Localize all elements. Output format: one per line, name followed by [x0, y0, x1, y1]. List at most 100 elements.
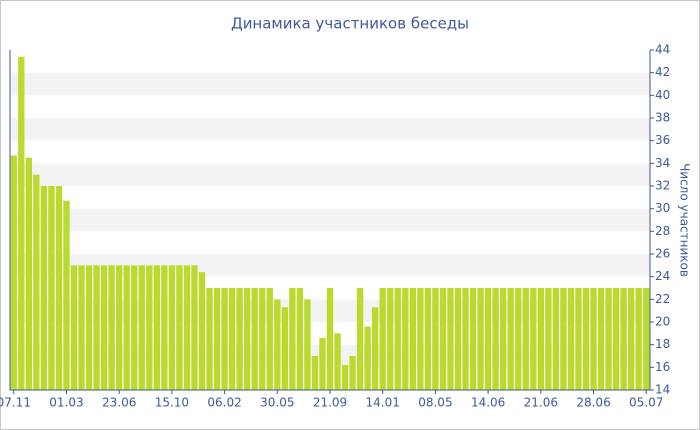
- x-tick-label: 30.05: [260, 396, 294, 410]
- bar: [379, 288, 386, 390]
- bar: [447, 288, 454, 390]
- bar: [146, 265, 153, 390]
- y-tick-label: 36: [655, 133, 670, 147]
- bar: [93, 265, 100, 390]
- x-tick-label: 14.06: [471, 396, 505, 410]
- bar: [484, 288, 492, 390]
- bar: [409, 288, 416, 390]
- bar: [10, 155, 17, 390]
- y-tick-label: 38: [655, 111, 670, 125]
- bar: [492, 288, 499, 390]
- bar: [131, 265, 138, 390]
- bar: [462, 288, 469, 390]
- y-axis-label: Число участников: [678, 163, 692, 277]
- bar: [311, 356, 319, 390]
- bar: [266, 288, 273, 390]
- bar: [78, 265, 85, 390]
- bar: [545, 288, 552, 390]
- bar: [620, 288, 627, 390]
- bar: [394, 288, 401, 390]
- y-tick-label: 32: [655, 179, 670, 193]
- bar: [191, 265, 198, 390]
- x-tick-label: 14.01: [366, 396, 400, 410]
- grid-band: [10, 118, 650, 141]
- bar: [349, 356, 356, 390]
- bar: [228, 288, 236, 390]
- y-tick-label: 18: [655, 337, 670, 351]
- y-tick-label: 34: [655, 156, 670, 170]
- y-tick-label: 24: [655, 269, 670, 283]
- bar: [85, 265, 93, 390]
- bar: [507, 288, 514, 390]
- bar: [477, 288, 484, 390]
- bar: [100, 265, 108, 390]
- bar: [424, 288, 432, 390]
- bar: [55, 186, 63, 390]
- bar: [364, 326, 371, 390]
- y-tick-label: 44: [655, 43, 670, 57]
- bar: [319, 337, 326, 390]
- bar: [304, 299, 311, 390]
- x-tick-label: 08.05: [418, 396, 452, 410]
- bar: [530, 288, 537, 390]
- x-tick-label: 01.03: [49, 396, 83, 410]
- y-tick-label: 20: [655, 315, 670, 329]
- bar: [176, 265, 183, 390]
- bar: [628, 288, 635, 390]
- bar: [439, 288, 447, 390]
- bar: [108, 265, 115, 390]
- bar: [605, 288, 612, 390]
- bar: [387, 288, 394, 390]
- bar: [515, 288, 522, 390]
- bar: [281, 307, 288, 390]
- chart-title: Динамика участников беседы: [231, 15, 469, 33]
- bar: [432, 288, 439, 390]
- grid-band: [10, 163, 650, 186]
- bar: [259, 288, 266, 390]
- bar: [341, 365, 349, 390]
- y-tick-label: 16: [655, 360, 670, 374]
- x-tick-label: 07.11: [0, 396, 31, 410]
- bar: [198, 272, 206, 390]
- bar: [500, 288, 507, 390]
- bar: [590, 288, 597, 390]
- bar: [469, 288, 477, 390]
- bar: [40, 186, 48, 390]
- bar: [221, 288, 228, 390]
- bar: [213, 288, 221, 390]
- bar: [612, 288, 620, 390]
- bar: [138, 265, 145, 390]
- bar: [643, 288, 650, 390]
- bar: [326, 288, 334, 390]
- bar: [417, 288, 424, 390]
- bar: [454, 288, 462, 390]
- y-tick-label: 40: [655, 88, 670, 102]
- x-tick-label: 21.09: [313, 396, 347, 410]
- x-tick-label: 21.06: [524, 396, 558, 410]
- y-tick-label: 42: [655, 65, 670, 79]
- x-tick-label: 23.06: [102, 396, 136, 410]
- grid-band: [10, 72, 650, 96]
- bar: [522, 288, 529, 390]
- bar: [537, 288, 544, 390]
- y-tick-label: 28: [655, 224, 670, 238]
- bar: [63, 200, 70, 390]
- bar: [244, 288, 251, 390]
- bar: [296, 288, 304, 390]
- bar: [161, 265, 168, 390]
- bar: [274, 299, 281, 390]
- x-tick-label: 28.06: [576, 396, 610, 410]
- x-tick-label: 15.10: [155, 396, 189, 410]
- bar: [48, 186, 55, 390]
- bar: [289, 288, 296, 390]
- bar: [597, 288, 605, 390]
- grid-band: [10, 208, 650, 232]
- bar: [18, 56, 25, 391]
- bar: [183, 265, 191, 390]
- bar: [168, 265, 176, 390]
- bar: [552, 288, 560, 390]
- bar: [356, 288, 364, 390]
- y-tick-label: 22: [655, 292, 670, 306]
- bar: [33, 174, 40, 390]
